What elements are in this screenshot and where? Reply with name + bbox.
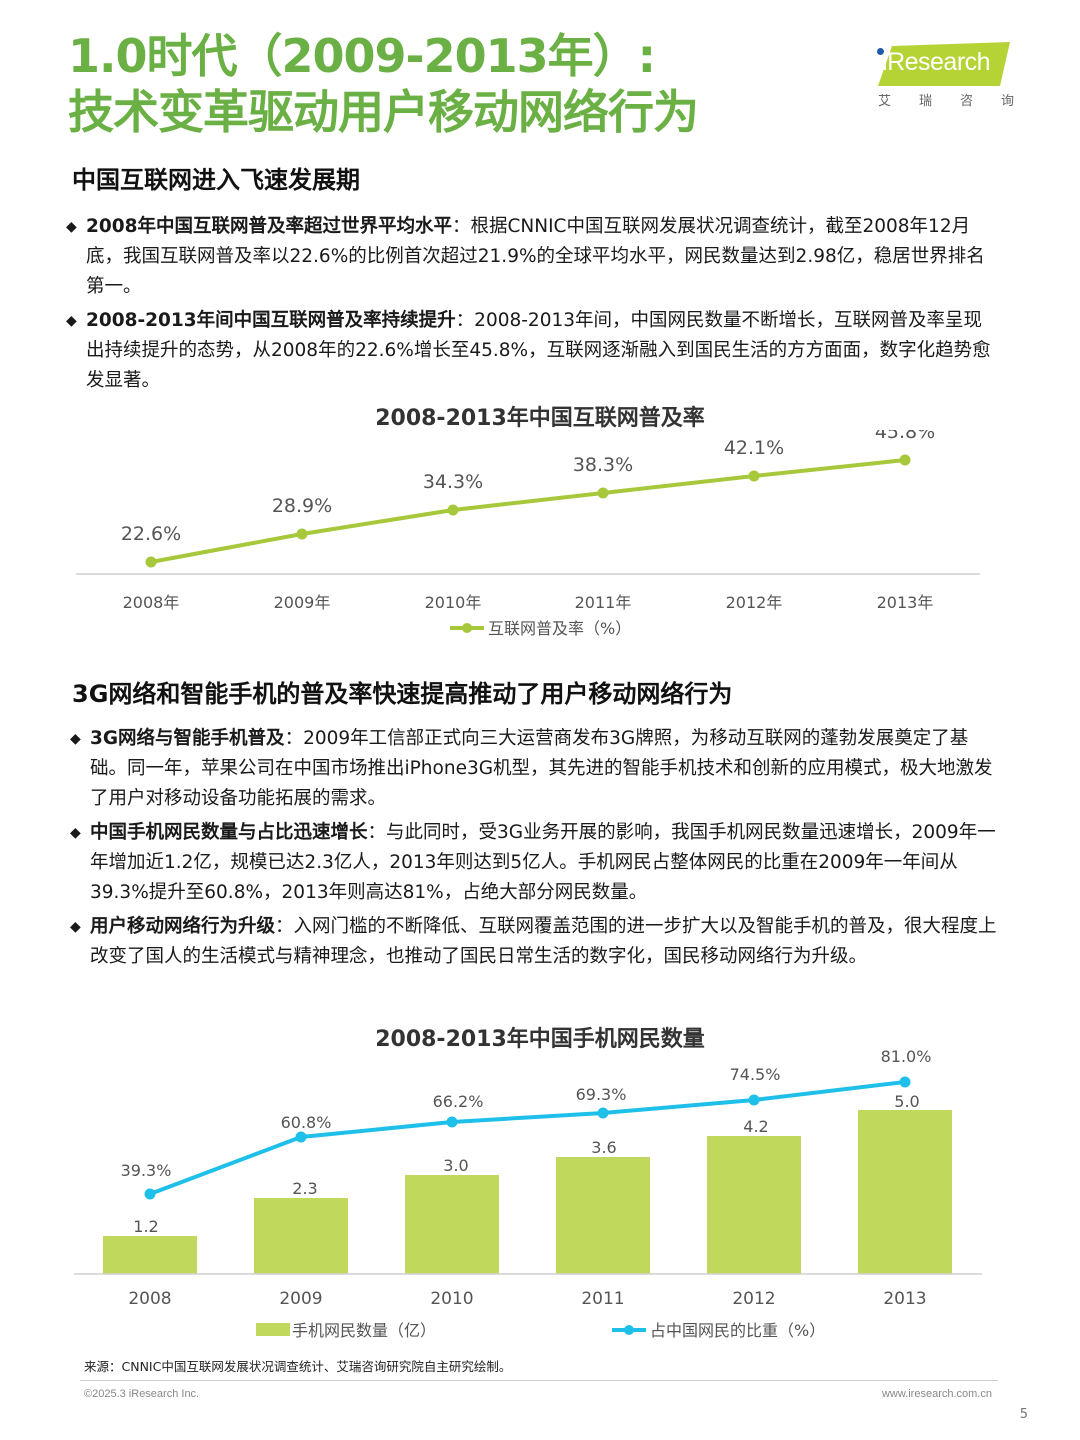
svg-text:38.3%: 38.3% [573, 454, 633, 476]
logo-dot-icon [877, 48, 884, 55]
svg-text:81.0%: 81.0% [881, 1047, 932, 1066]
svg-text:34.3%: 34.3% [423, 471, 483, 493]
page-number: 5 [1019, 1407, 1028, 1422]
svg-text:1.2: 1.2 [133, 1217, 158, 1236]
bullet-item: ◆ 2008-2013年间中国互联网普及率持续提升：2008-2013年间，中国… [66, 306, 996, 396]
svg-text:39.3%: 39.3% [121, 1161, 172, 1180]
section2-heading: 3G网络和智能手机的普及率快速提高推动了用户移动网络行为 [72, 680, 733, 708]
page-title: 1.0时代（2009-2013年）: 技术变革驱动用户移动网络行为 [68, 28, 699, 140]
svg-text:2011: 2011 [581, 1289, 624, 1309]
svg-text:2013年: 2013年 [877, 593, 934, 612]
diamond-bullet-icon: ◆ [66, 313, 77, 329]
website-link[interactable]: www.iresearch.com.cn [881, 1388, 992, 1400]
svg-text:42.1%: 42.1% [724, 437, 784, 459]
svg-text:74.5%: 74.5% [730, 1065, 781, 1084]
svg-text:占中国网民的比重（%）: 占中国网民的比重（%） [650, 1321, 825, 1340]
svg-text:5.0: 5.0 [894, 1092, 919, 1111]
svg-text:2009: 2009 [279, 1289, 322, 1309]
svg-text:28.9%: 28.9% [272, 495, 332, 517]
svg-text:2010年: 2010年 [425, 593, 482, 612]
chart1-title: 2008-2013年中国互联网普及率 [375, 406, 705, 431]
diamond-bullet-icon: ◆ [70, 919, 81, 935]
svg-text:69.3%: 69.3% [576, 1085, 627, 1104]
bullet-item: ◆ 2008年中国互联网普及率超过世界平均水平：根据CNNIC中国互联网发展状况… [66, 212, 996, 302]
chart2-combo-chart: 1.2 2.3 3.0 3.6 4.2 5.0 39.3% 60.8% 66.2… [74, 1047, 982, 1340]
footer-divider [80, 1380, 998, 1381]
svg-text:3.6: 3.6 [591, 1138, 616, 1157]
logo-text: iResearch [882, 48, 991, 76]
logo-parallelogram-icon [878, 42, 1010, 86]
svg-text:60.8%: 60.8% [281, 1113, 332, 1132]
section2-bullets: ◆ 3G网络与智能手机普及：2009年工信部正式向三大运营商发布3G牌照，为移动… [70, 724, 1000, 976]
svg-text:2010: 2010 [430, 1289, 473, 1309]
svg-text:2012年: 2012年 [726, 593, 783, 612]
svg-text:2012: 2012 [732, 1289, 775, 1309]
bullet-item: ◆ 中国手机网民数量与占比迅速增长：与此同时，受3G业务开展的影响，我国手机网民… [70, 818, 1000, 908]
chart1-legend: 互联网普及率（%） [450, 619, 631, 638]
svg-text:2008: 2008 [128, 1289, 171, 1309]
diamond-bullet-icon: ◆ [70, 825, 81, 841]
diamond-bullet-icon: ◆ [66, 219, 77, 235]
svg-text:2009年: 2009年 [274, 593, 331, 612]
iresearch-logo: iResearch 艾 瑞 咨 询 [872, 40, 1014, 110]
source-note: 来源：CNNIC中国互联网发展状况调查统计、艾瑞咨询研究院自主研究绘制。 [84, 1359, 512, 1374]
page-title-line2: 技术变革驱动用户移动网络行为 [68, 85, 699, 139]
section1-bullets: ◆ 2008年中国互联网普及率超过世界平均水平：根据CNNIC中国互联网发展状况… [66, 212, 996, 400]
svg-text:互联网普及率（%）: 互联网普及率（%） [488, 619, 631, 638]
chart2-legend: 手机网民数量（亿） 占中国网民的比重（%） [256, 1321, 825, 1340]
svg-text:2008年: 2008年 [123, 593, 180, 612]
svg-text:45.8%: 45.8% [875, 430, 935, 443]
svg-text:4.2: 4.2 [743, 1117, 768, 1136]
diamond-bullet-icon: ◆ [70, 731, 81, 747]
copyright: ©2025.3 iResearch Inc. [84, 1388, 200, 1400]
chart2-title: 2008-2013年中国手机网民数量 [375, 1027, 705, 1052]
chart1-line-chart: 22.6% 28.9% 34.3% 38.3% 42.1% 45.8% 2008… [76, 430, 980, 638]
bullet-item: ◆ 用户移动网络行为升级：入网门槛的不断降低、互联网覆盖范围的进一步扩大以及智能… [70, 912, 1000, 972]
bullet-item: ◆ 3G网络与智能手机普及：2009年工信部正式向三大运营商发布3G牌照，为移动… [70, 724, 1000, 814]
svg-text:2013: 2013 [883, 1289, 926, 1309]
page-title-line1: 1.0时代（2009-2013年）: [68, 29, 656, 83]
logo-chinese: 艾 瑞 咨 询 [878, 94, 1014, 109]
svg-text:2.3: 2.3 [292, 1179, 317, 1198]
svg-text:3.0: 3.0 [443, 1156, 468, 1175]
svg-text:2011年: 2011年 [575, 593, 632, 612]
section1-heading: 中国互联网进入飞速发展期 [72, 166, 360, 194]
svg-text:22.6%: 22.6% [121, 523, 181, 545]
svg-text:66.2%: 66.2% [433, 1092, 484, 1111]
svg-text:手机网民数量（亿）: 手机网民数量（亿） [292, 1321, 436, 1340]
